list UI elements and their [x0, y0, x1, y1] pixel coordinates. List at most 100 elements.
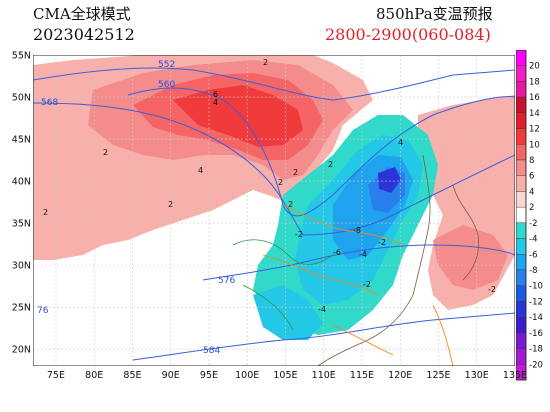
color-scale-legend: 20 18 16 14 12 10 8 6 4 2 -2 -4 -6 -8 -10 -12 -14 -16 -18 -… [516, 50, 543, 381]
lat-tick-label: 20N [12, 345, 31, 356]
legend-color-swatch [516, 81, 527, 98]
legend-level-label: 14 [529, 109, 540, 119]
legend-level-label: -8 [529, 266, 537, 276]
field-value-label: 2 [288, 200, 293, 209]
lat-tick-label: 35N [12, 219, 31, 230]
height-contour-label: 560 [158, 80, 175, 90]
legend-level-label: 8 [529, 156, 534, 166]
field-value-label: 6 [213, 90, 218, 99]
legend-level-label: -16 [529, 329, 543, 339]
cold-area-center [378, 167, 401, 193]
height-contour-label: 568 [41, 98, 58, 108]
field-value-label: 2 [103, 148, 108, 157]
lon-tick-label: 120E [388, 370, 412, 381]
graticule [33, 55, 515, 366]
legend-color-swatch [516, 191, 527, 208]
contour-568 [33, 102, 515, 236]
field-value-label: 2 [278, 178, 283, 187]
field-value-label: -6 [333, 248, 341, 257]
legend-level-label: 18 [529, 77, 540, 87]
legend-level-label: 12 [529, 125, 540, 135]
field-value-label: -2 [363, 280, 371, 289]
model-label: CMA全球模式 [33, 5, 131, 23]
lat-tick-label: 40N [12, 177, 31, 188]
height-contour-label: 552 [158, 60, 175, 70]
warm-area-east-mid [433, 225, 508, 290]
lon-tick-label: 85E [123, 370, 141, 381]
lon-tick-label: 75E [47, 370, 65, 381]
field-value-label: 4 [398, 138, 403, 147]
legend-level-label: -18 [529, 345, 543, 355]
legend-color-swatch [516, 364, 527, 381]
field-value-label: 2 [293, 168, 298, 177]
product-title: 850hPa变温预报 [376, 5, 493, 23]
legend-color-swatch [516, 301, 527, 318]
legend-level-label: 20 [529, 62, 540, 72]
legend-color-swatch [516, 222, 527, 239]
legend-level-label: -10 [529, 282, 543, 292]
legend-level-label: 4 [529, 187, 534, 197]
lon-tick-label: 90E [162, 370, 180, 381]
field-value-label: 2 [168, 200, 173, 209]
legend-color-swatch [516, 332, 527, 349]
lon-tick-label: 115E [350, 370, 374, 381]
legend-color-swatch [516, 65, 527, 82]
height-contour-label: 76 [37, 306, 49, 316]
legend-color-swatch [516, 316, 527, 334]
field-value-label: -8 [353, 226, 361, 235]
field-value-label: -4 [359, 250, 367, 259]
legend-level-label: -4 [529, 235, 537, 245]
field-value-label: -2 [295, 230, 303, 239]
border-lines [232, 239, 334, 331]
legend-color-swatch [516, 269, 527, 286]
field-value-label: -2 [488, 285, 496, 294]
lon-tick-label: 105E [273, 370, 297, 381]
legend-color-swatch [516, 206, 527, 224]
contour-584 [132, 312, 515, 361]
field-value-label: -4 [318, 305, 326, 314]
contour-576 [202, 244, 515, 281]
river-lines [262, 204, 454, 366]
legend-color-swatch [516, 144, 527, 161]
legend-color-swatch [516, 96, 527, 114]
legend-level-label: -2 [529, 219, 537, 229]
legend-level-label: 6 [529, 172, 534, 182]
init-time: 2023042512 [33, 25, 135, 44]
temperature-change-map: 55256056857658476222222464422-2-4-6-8-2-… [33, 55, 515, 366]
legend-color-swatch [516, 159, 527, 176]
field-value-label: 2 [43, 208, 48, 217]
lon-tick-label: 80E [85, 370, 103, 381]
field-value-label: 4 [198, 166, 203, 175]
height-contour-label: 576 [218, 276, 235, 286]
shaded-fields [33, 55, 515, 340]
field-value-label: 2 [263, 58, 268, 67]
legend-color-swatch [516, 112, 527, 129]
lat-tick-label: 55N [12, 51, 31, 62]
field-value-label: 2 [328, 160, 333, 169]
legend-color-swatch [516, 175, 527, 192]
legend-level-label: 10 [529, 140, 540, 150]
height-contour-label: 584 [203, 346, 220, 356]
field-value-label: 4 [213, 98, 218, 107]
legend-color-swatch [516, 348, 527, 365]
lon-tick-label: 125E [426, 370, 450, 381]
legend-level-label: -6 [529, 250, 537, 260]
legend-level-label: -14 [529, 313, 543, 323]
lon-tick-label: 130E [465, 370, 489, 381]
warm-area-core [173, 85, 303, 147]
legend-color-swatch [516, 238, 527, 255]
lat-tick-label: 25N [12, 303, 31, 314]
legend-level-label: 16 [529, 93, 540, 103]
lat-tick-label: 50N [12, 93, 31, 104]
cold-area-south [253, 285, 323, 340]
height-contours [33, 67, 515, 361]
legend-color-swatch [516, 50, 527, 66]
coastline [317, 154, 480, 366]
legend-level-label: -20 [529, 360, 543, 370]
legend-color-swatch [516, 128, 527, 145]
lon-tick-label: 95E [200, 370, 218, 381]
lon-tick-label: 110E [312, 370, 336, 381]
contour-552 [33, 67, 515, 101]
legend-color-swatch [516, 285, 527, 302]
lon-tick-label: 100E [235, 370, 259, 381]
